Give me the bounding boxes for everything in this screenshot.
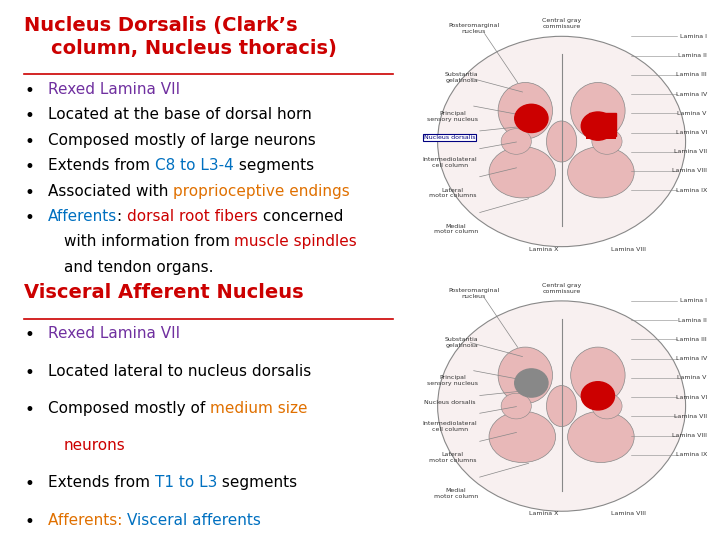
Text: segments: segments: [217, 475, 297, 490]
Text: Substantia
gelatinosa: Substantia gelatinosa: [445, 337, 479, 348]
Text: Medial
motor column: Medial motor column: [433, 488, 478, 499]
Text: Intermediolateral
cell column: Intermediolateral cell column: [423, 157, 477, 167]
FancyBboxPatch shape: [589, 113, 616, 137]
Ellipse shape: [501, 393, 531, 419]
Text: Medial
motor column: Medial motor column: [433, 224, 478, 234]
Text: Lamina VIII: Lamina VIII: [611, 247, 646, 252]
Text: •: •: [24, 184, 35, 201]
Text: •: •: [24, 363, 35, 382]
Circle shape: [515, 104, 548, 132]
Text: Central gray
commissure: Central gray commissure: [542, 18, 581, 29]
Ellipse shape: [546, 121, 577, 162]
Text: Visceral Afferent Nucleus: Visceral Afferent Nucleus: [24, 282, 304, 301]
Text: Lamina IV: Lamina IV: [675, 91, 707, 97]
Text: •: •: [24, 326, 35, 345]
Text: •: •: [24, 133, 35, 151]
Text: Central gray
commissure: Central gray commissure: [542, 283, 581, 294]
Text: concerned: concerned: [258, 209, 343, 224]
Text: Located lateral to nucleus dorsalis: Located lateral to nucleus dorsalis: [48, 363, 311, 379]
Text: Afferents: Afferents: [48, 209, 117, 224]
Text: Lamina VI: Lamina VI: [675, 130, 707, 135]
Text: •: •: [24, 401, 35, 419]
Text: •: •: [24, 82, 35, 100]
Ellipse shape: [567, 146, 634, 198]
Text: Principal
sensory nucleus: Principal sensory nucleus: [427, 111, 478, 122]
Text: neurons: neurons: [63, 438, 125, 453]
Text: Lamina X: Lamina X: [528, 247, 558, 252]
Text: Composed mostly of large neurons: Composed mostly of large neurons: [48, 133, 315, 148]
Text: :: :: [117, 209, 127, 224]
Ellipse shape: [498, 83, 552, 139]
Text: Located at the base of dorsal horn: Located at the base of dorsal horn: [48, 107, 312, 123]
Text: •: •: [24, 512, 35, 531]
Text: Rexed Lamina VII: Rexed Lamina VII: [48, 326, 180, 341]
Ellipse shape: [571, 83, 625, 139]
Text: Lamina VIII: Lamina VIII: [611, 511, 646, 516]
Text: Intermediolateral
cell column: Intermediolateral cell column: [423, 421, 477, 432]
Text: Lamina V: Lamina V: [678, 375, 707, 380]
Text: T1 to L3: T1 to L3: [155, 475, 217, 490]
Text: Lamina VIII: Lamina VIII: [672, 433, 707, 438]
Ellipse shape: [498, 347, 552, 403]
Text: segments: segments: [233, 158, 314, 173]
Text: Lamina III: Lamina III: [676, 337, 707, 342]
Text: Lateral
motor columns: Lateral motor columns: [429, 188, 477, 199]
Circle shape: [515, 369, 548, 397]
Circle shape: [581, 112, 614, 140]
Text: Lamina I: Lamina I: [680, 34, 707, 39]
Text: Lamina II: Lamina II: [678, 318, 707, 323]
Text: C8 to L3-4: C8 to L3-4: [155, 158, 233, 173]
Text: Lamina VI: Lamina VI: [675, 395, 707, 400]
Text: Lamina II: Lamina II: [678, 53, 707, 58]
Text: Afferents:: Afferents:: [48, 512, 127, 528]
Ellipse shape: [567, 411, 634, 462]
Text: Rexed Lamina VII: Rexed Lamina VII: [48, 82, 180, 97]
Text: •: •: [24, 107, 35, 125]
Ellipse shape: [489, 411, 556, 462]
Text: Substantia
gelatinosa: Substantia gelatinosa: [445, 72, 479, 83]
Ellipse shape: [546, 386, 577, 427]
Text: Lamina VIII: Lamina VIII: [672, 168, 707, 173]
Text: Composed mostly of: Composed mostly of: [48, 401, 210, 416]
Circle shape: [581, 382, 614, 410]
Text: Associated with: Associated with: [48, 184, 173, 199]
Text: Lateral
motor columns: Lateral motor columns: [429, 453, 477, 463]
Text: Lamina IX: Lamina IX: [675, 188, 707, 193]
Text: Lamina IX: Lamina IX: [675, 453, 707, 457]
Text: Visceral afferents: Visceral afferents: [127, 512, 261, 528]
Ellipse shape: [571, 347, 625, 403]
Text: Posteromarginal
nucleus: Posteromarginal nucleus: [449, 288, 500, 299]
Text: Lamina X: Lamina X: [528, 511, 558, 516]
Text: •: •: [24, 475, 35, 494]
Ellipse shape: [592, 393, 622, 419]
Ellipse shape: [592, 129, 622, 154]
Text: Lamina V: Lamina V: [678, 111, 707, 116]
Text: muscle spindles: muscle spindles: [235, 234, 357, 249]
Text: Posteromarginal
nucleus: Posteromarginal nucleus: [449, 23, 500, 35]
Text: Extends from: Extends from: [48, 475, 155, 490]
Text: Nucleus Dorsalis (Clark’s
    column, Nucleus thoracis): Nucleus Dorsalis (Clark’s column, Nucleu…: [24, 16, 337, 58]
Text: dorsal root fibers: dorsal root fibers: [127, 209, 258, 224]
Ellipse shape: [501, 129, 531, 154]
Ellipse shape: [438, 301, 685, 511]
Text: with information from: with information from: [63, 234, 235, 249]
Text: proprioceptive endings: proprioceptive endings: [173, 184, 350, 199]
Ellipse shape: [438, 36, 685, 247]
Text: Principal
sensory nucleus: Principal sensory nucleus: [427, 375, 478, 386]
Text: •: •: [24, 158, 35, 176]
Ellipse shape: [489, 146, 556, 198]
Text: Lamina IV: Lamina IV: [675, 356, 707, 361]
Text: Lamina VII: Lamina VII: [674, 149, 707, 154]
Text: Lamina VII: Lamina VII: [674, 414, 707, 419]
Text: medium size: medium size: [210, 401, 307, 416]
Text: Lamina III: Lamina III: [676, 72, 707, 77]
Text: Extends from: Extends from: [48, 158, 155, 173]
Text: Nucleus dorsalis: Nucleus dorsalis: [424, 135, 475, 140]
Text: and tendon organs.: and tendon organs.: [63, 260, 213, 275]
Text: Nucleus dorsalis: Nucleus dorsalis: [424, 400, 475, 404]
FancyBboxPatch shape: [586, 116, 616, 139]
Text: •: •: [24, 209, 35, 227]
Text: Lamina I: Lamina I: [680, 299, 707, 303]
